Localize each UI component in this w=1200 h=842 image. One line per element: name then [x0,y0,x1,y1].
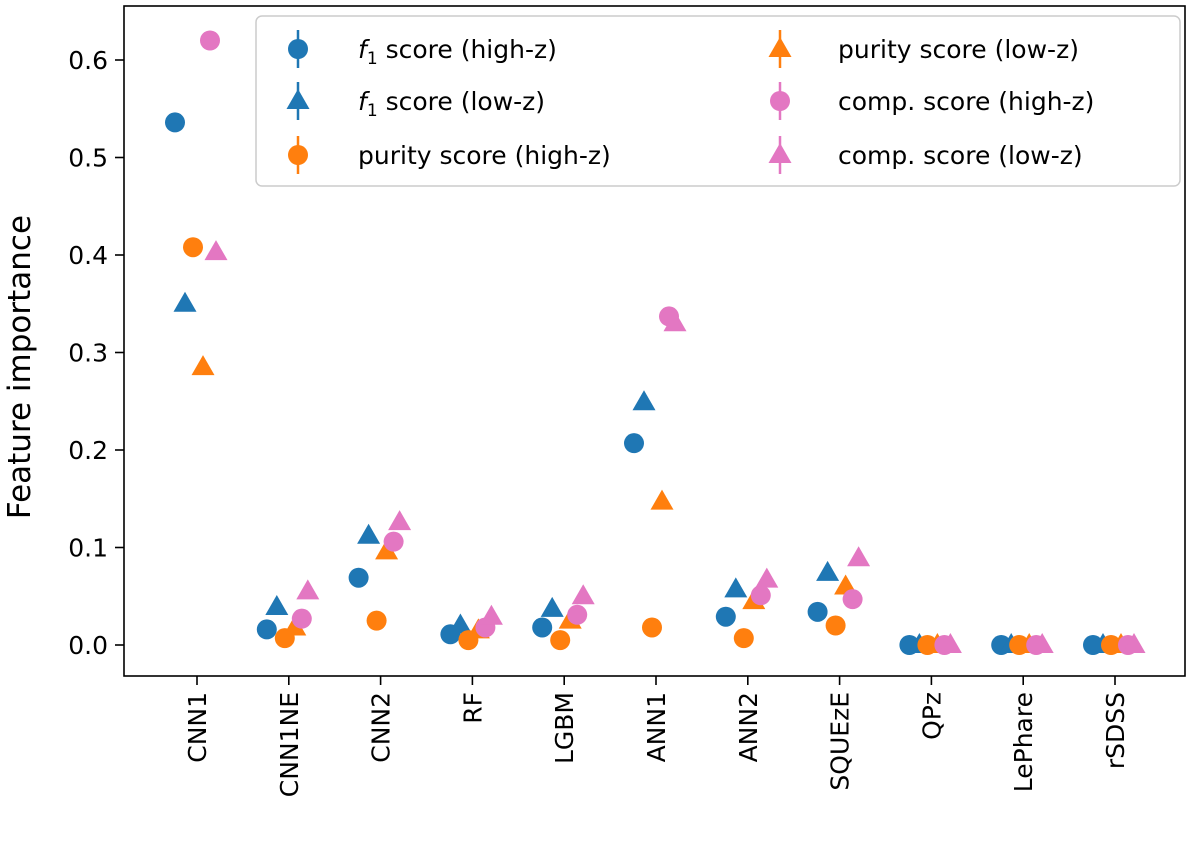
legend-label-2: purity score (high-z) [358,141,611,170]
x-tick-label-squeze: SQUEzE [826,692,855,791]
y-tick-label: 0.0 [68,631,108,660]
point-circle-0-squeze [807,601,828,622]
point-triangle-5-lgbm [571,584,595,605]
x-tick-label-ann1: ANN1 [642,692,671,762]
point-circle-2-squeze [825,615,846,636]
legend-marker-3 [768,37,792,57]
point-triangle-5-lephare [1030,633,1054,653]
x-tick-label-ann2: ANN2 [734,692,763,762]
x-tick-label-lephare: LePhare [1009,692,1038,792]
point-triangle-5-cnn1ne [296,579,320,600]
legend-marker-1 [286,89,310,109]
point-circle-0-cnn2 [348,567,369,588]
point-triangle-5-cnn1 [204,240,228,261]
point-circle-4-cnn2 [383,531,404,552]
legend-label-3: purity score (low-z) [838,35,1079,64]
x-tick-label-cnn2: CNN2 [367,692,396,763]
point-triangle-5-rsdss [1122,633,1146,653]
legend-marker-5 [768,143,792,163]
point-triangle-1-rf [448,613,472,634]
x-tick-label-qpz: QPz [917,692,946,740]
point-triangle-1-cnn1ne [265,594,289,615]
legend-label-4: comp. score (high-z) [838,87,1094,116]
x-tick-label-rf: RF [458,692,487,724]
point-triangle-1-lgbm [540,596,564,617]
point-triangle-3-cnn2 [375,539,399,560]
point-triangle-1-ann2 [724,577,748,598]
legend-marker-4 [770,91,790,111]
point-circle-0-cnn1 [165,112,185,133]
y-axis-label: Feature importance [2,215,38,519]
y-tick-label: 0.1 [68,534,108,563]
point-triangle-1-cnn1 [173,291,197,312]
point-circle-2-cnn2 [366,610,387,631]
point-circle-0-ann1 [624,433,644,454]
legend: f1 score (high-z) f1 score (low-z) purity … [255,15,1181,187]
point-circle-4-lgbm [567,604,588,625]
point-triangle-5-qpz [938,633,962,653]
point-circle-0-lgbm [532,617,553,638]
plot-area [165,30,1146,655]
legend-label-0: f1 score (high-z) [358,35,557,69]
legend-marker-2 [288,145,308,165]
point-circle-4-cnn1ne [291,608,312,629]
point-triangle-3-ann1 [650,489,674,510]
point-triangle-5-cnn2 [388,510,412,531]
point-triangle-5-squeze [847,546,871,567]
x-tick-label-cnn1: CNN1 [183,692,212,763]
legend-marker-0 [288,39,308,59]
point-triangle-5-ann1 [663,311,687,332]
y-tick-label: 0.4 [68,241,108,270]
legend-label-1: f1 score (low-z) [358,87,545,121]
point-circle-2-lgbm [550,630,571,651]
point-circle-4-ann2 [750,585,771,606]
point-circle-2-ann1 [642,617,662,638]
point-circle-4-squeze [842,589,863,610]
y-tick-label: 0.2 [68,436,108,465]
axes-frame [123,5,1186,677]
x-tick-label-rsdss: rSDSS [1101,692,1130,769]
point-triangle-5-ann2 [755,567,779,588]
point-triangle-3-cnn1 [191,355,215,376]
point-triangle-1-ann1 [632,390,656,411]
y-tick-label: 0.3 [68,339,108,368]
point-circle-4-cnn1 [200,30,220,51]
x-tick-label-cnn1ne: CNN1NE [275,692,304,797]
x-tick-label-lgbm: LGBM [550,692,579,764]
point-circle-2-cnn1 [183,237,203,258]
point-circle-0-ann2 [715,606,736,627]
y-tick-label: 0.6 [68,46,108,75]
point-circle-2-ann2 [733,628,754,649]
point-triangle-1-cnn2 [357,523,381,544]
point-triangle-5-rf [479,604,503,625]
y-tick-label: 0.5 [68,144,108,173]
point-circle-0-cnn1ne [256,619,277,640]
axes: 0.0 0.1 0.2 0.3 0.4 0.5 0.6 CNN1 CNN1NE CNN2 RF LGB… [68,5,1186,797]
legend-label-5: comp. score (low-z) [838,141,1083,170]
point-triangle-1-squeze [816,560,840,581]
legend-box [255,15,1181,187]
